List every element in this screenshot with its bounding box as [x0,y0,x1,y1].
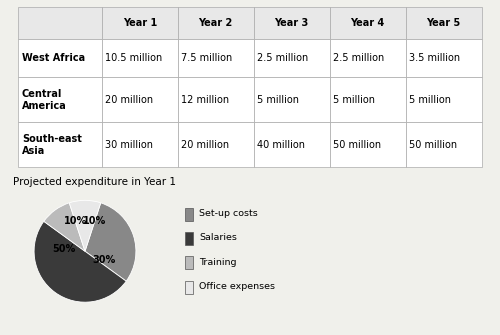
Wedge shape [34,221,126,302]
Text: 10%: 10% [82,216,106,226]
Bar [185,208,194,221]
Text: Set-up costs: Set-up costs [200,209,258,218]
Text: Office expenses: Office expenses [200,282,276,291]
Wedge shape [70,200,100,251]
Text: Projected expenditure in Year 1: Projected expenditure in Year 1 [14,177,176,187]
Bar [185,256,194,269]
Bar [185,232,194,245]
Text: 50%: 50% [52,244,75,254]
Text: 10%: 10% [64,216,88,226]
Bar [185,280,194,294]
Wedge shape [85,203,136,281]
Text: 30%: 30% [92,255,116,265]
Wedge shape [44,203,85,251]
Text: Training: Training [200,258,237,267]
Text: Salaries: Salaries [200,233,237,242]
